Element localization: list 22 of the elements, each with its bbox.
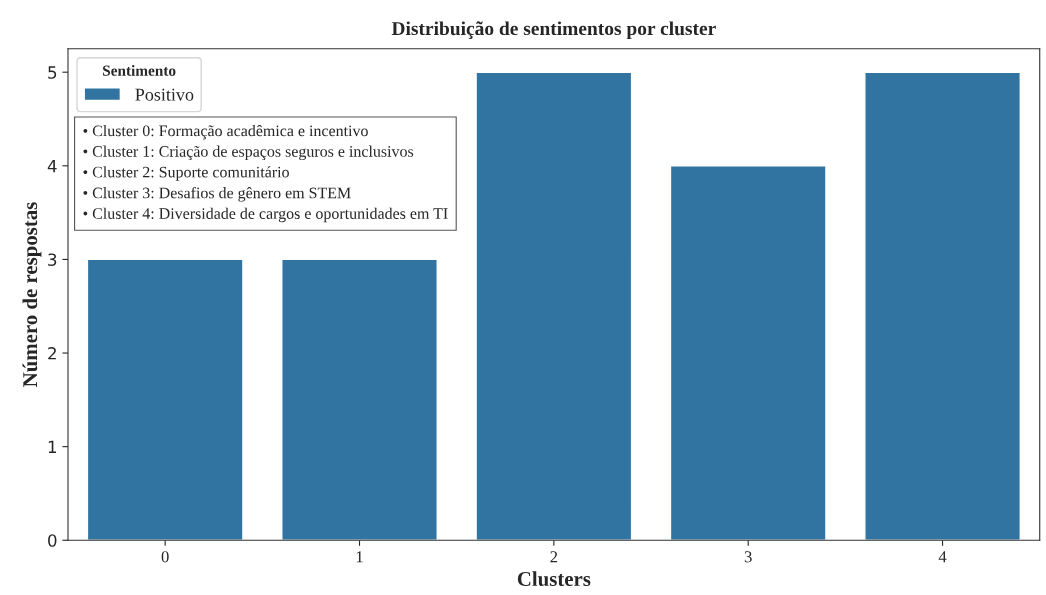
bar [864, 71, 1021, 541]
y-tick-label: 1 [48, 440, 57, 453]
y-tick-label: 2 [48, 347, 56, 360]
y-tick-label: 3 [48, 253, 57, 266]
legend-label: Positivo [135, 88, 194, 101]
y-tick-label: 0 [48, 534, 57, 547]
x-axis-title: Clusters [517, 571, 591, 587]
x-tick-label: 3 [744, 551, 752, 563]
bar [669, 165, 827, 541]
x-tick-label: 0 [161, 551, 169, 563]
chart-title: Distribuição de sentimentos por cluster [391, 21, 716, 40]
annotation: • Cluster 0: Formação acadêmica e incentivo • Cluster 1: Criação de espaços seguros e inclusivos • Cluster 2: Suporte comunitário • Cluster 3: Desafios de gênero em STEM • Cluster 4: Diversidade de cargos e oportunidades em TI [83, 124, 448, 223]
x-tick-label: 4 [938, 551, 947, 563]
bar [281, 258, 438, 541]
y-tick-label: 5 [48, 66, 57, 79]
x-tick-label: 2 [550, 551, 558, 563]
legend-title: Sentimento [103, 65, 176, 76]
y-axis-title: Número de respostas [22, 202, 42, 387]
x-tick-label: 1 [356, 551, 363, 563]
bar [475, 71, 633, 541]
bar [86, 258, 244, 541]
y-tick-label: 4 [47, 159, 57, 173]
